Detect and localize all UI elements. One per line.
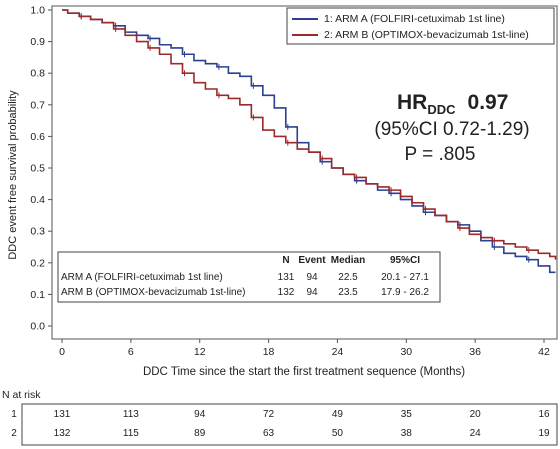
at-risk-box	[21, 403, 558, 446]
x-tick-label: 42	[538, 346, 550, 358]
stats-row-n: 131	[278, 272, 295, 283]
stats-row-n: 132	[278, 287, 295, 298]
at-risk-value: 19	[538, 428, 550, 439]
x-tick-label: 6	[128, 346, 134, 358]
at-risk-value: 20	[470, 409, 482, 420]
stats-header-event: Event	[298, 255, 326, 266]
y-tick-label: 0.2	[30, 257, 45, 269]
y-tick-label: 0.3	[30, 226, 45, 238]
hr-pvalue: P = .805	[405, 144, 476, 165]
legend: 1: ARM A (FOLFIRI-cetuximab 1st line) 2:…	[286, 7, 555, 45]
survival-curves	[62, 9, 557, 274]
hr-annotation: HRDDC 0.97 (95%CI 0.72-1.29) P = .805	[374, 91, 529, 165]
at-risk-value: 113	[123, 409, 139, 420]
legend-entry-arm-a: 1: ARM A (FOLFIRI-cetuximab 1st line)	[324, 13, 505, 25]
stats-row-label: ARM B (OPTIMOX-bevacizumab 1st-line)	[61, 287, 246, 298]
x-tick-label: 18	[263, 346, 275, 358]
y-tick-label: 1.0	[30, 5, 45, 17]
x-axis-label: DDC Time since the start the first treat…	[143, 366, 465, 378]
at-risk-value: 35	[401, 409, 413, 420]
x-tick-label: 24	[332, 346, 344, 358]
y-tick-label: 0.6	[30, 131, 45, 143]
at-risk-value: 94	[194, 409, 206, 420]
stats-row-median: 23.5	[338, 287, 358, 298]
at-risk-value: 24	[470, 428, 482, 439]
stats-table-box	[57, 251, 441, 303]
at-risk-value: 38	[401, 428, 413, 439]
stats-header-median: Median	[331, 255, 365, 266]
y-tick-label: 0.1	[30, 289, 45, 301]
y-tick-label: 0.8	[30, 68, 45, 80]
x-tick-label: 36	[469, 346, 481, 358]
hr-label: HRDDC 0.97	[397, 91, 508, 117]
at-risk-value: 49	[332, 409, 344, 420]
y-tick-label: 0.7	[30, 99, 45, 111]
x-tick-label: 12	[194, 346, 206, 358]
x-tick-label: 30	[400, 346, 412, 358]
y-tick-label: 0.0	[30, 321, 45, 333]
at-risk-value: 115	[123, 428, 139, 439]
x-tick-label: 0	[59, 346, 65, 358]
stats-row-label: ARM A (FOLFIRI-cetuximab 1st line)	[61, 272, 223, 283]
stats-table: N Event Median 95%CI ARM A (FOLFIRI-cetu…	[57, 251, 441, 303]
stats-row-ci: 20.1 - 27.1	[381, 272, 429, 283]
at-risk-value: 89	[194, 428, 206, 439]
hr-ci: (95%CI 0.72-1.29)	[374, 119, 529, 140]
stats-row-event: 94	[306, 272, 318, 283]
at-risk-row-label: 1	[11, 409, 17, 420]
stats-header-ci: 95%CI	[390, 255, 420, 266]
at-risk-value: 63	[263, 428, 275, 439]
at-risk-value: 72	[263, 409, 275, 420]
legend-box	[286, 7, 555, 45]
stats-header-n: N	[282, 255, 289, 266]
arm-b-curve	[62, 9, 557, 260]
at-risk-value: 131	[54, 409, 71, 420]
axis-ticks: 0.0 0.1 0.2 0.3 0.4 0.5 0.6 0.7 0.8 0.9 1.0 0 6 12 18 2…	[30, 5, 550, 359]
at-risk-value: 50	[332, 428, 344, 439]
y-tick-label: 0.9	[30, 36, 45, 48]
legend-entry-arm-b: 2: ARM B (OPTIMOX-bevacizumab 1st-line)	[324, 29, 529, 41]
stats-row-event: 94	[306, 287, 318, 298]
plot-frame	[51, 5, 558, 340]
stats-row-median: 22.5	[338, 272, 358, 283]
at-risk-title: N at risk	[2, 389, 41, 401]
at-risk-value: 132	[54, 428, 71, 439]
arm-a-curve	[62, 9, 556, 274]
at-risk-value: 16	[538, 409, 550, 420]
y-tick-label: 0.4	[30, 194, 45, 206]
at-risk-table: N at risk 1 131 113 94 72 49 35 20 16 2 132 115 89 63…	[2, 389, 558, 446]
stats-row-ci: 17.9 - 26.2	[381, 287, 429, 298]
y-axis-label: DDC event free survival probability	[7, 90, 19, 260]
at-risk-row-label: 2	[11, 428, 17, 439]
y-tick-label: 0.5	[30, 163, 45, 175]
